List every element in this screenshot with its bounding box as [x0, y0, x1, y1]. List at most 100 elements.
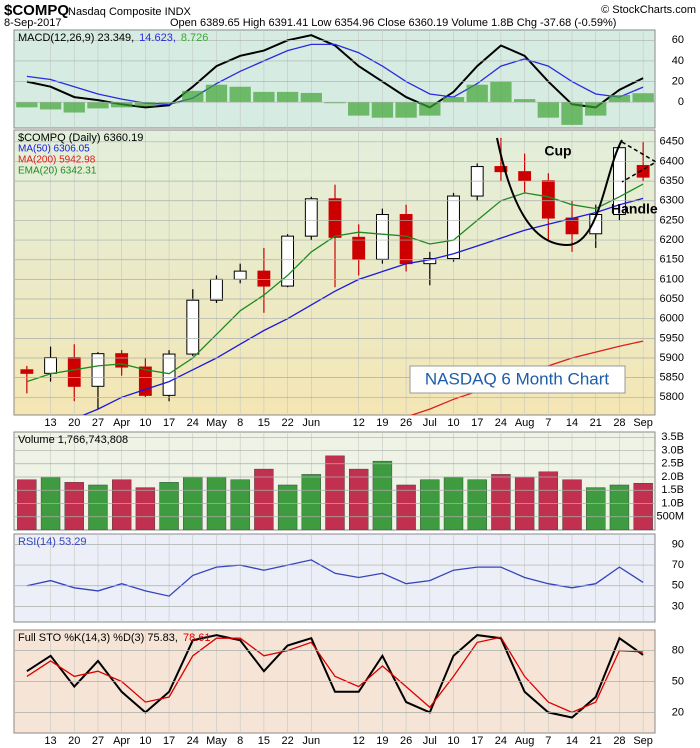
histogram-bar	[513, 99, 536, 103]
legend-entry: MA(200) 5942.98	[18, 155, 96, 166]
x-tick-label: 14	[566, 417, 578, 429]
histogram-bar	[537, 102, 559, 118]
x-tick-label: 14	[566, 735, 578, 747]
handle-lines	[621, 141, 658, 183]
x-tick-label: 24	[495, 417, 507, 429]
candle-body	[352, 236, 366, 260]
panel-marks	[16, 34, 654, 125]
x-tick-label: Jun	[302, 417, 320, 429]
y-tick-label: 6000	[660, 313, 684, 325]
x-tick-label: 10	[447, 735, 459, 747]
x-tick-label: 15	[258, 417, 270, 429]
series-line	[26, 636, 644, 714]
y-tick-label: 6450	[660, 136, 684, 148]
x-tick-label: 26	[400, 735, 412, 747]
histogram-bar	[16, 102, 38, 108]
x-tick-label: Jun	[302, 735, 320, 747]
candle-body	[518, 171, 532, 182]
y-tick-label: 20	[672, 75, 684, 87]
x-tick-label: Aug	[515, 417, 535, 429]
histogram-bar	[371, 102, 394, 118]
legend-entry: EMA(20) 6342.31	[18, 166, 97, 177]
volume-bar	[420, 479, 440, 530]
rsi-panel	[13, 533, 656, 623]
annotation: NASDAQ 6 Month Chart	[425, 369, 610, 388]
x-tick-label: Apr	[113, 735, 130, 747]
histogram-bar	[561, 102, 583, 125]
plot-layer: 13 13 20 20 27 27 Apr Apr 10 10 17 17 24 24 May May 8 8 15…	[15, 30, 684, 747]
panel-marks	[26, 634, 644, 719]
annotation: Handle	[611, 201, 658, 217]
x-tick-label: 27	[92, 417, 104, 429]
candle-body	[20, 369, 34, 374]
x-tick-label: May	[206, 735, 227, 747]
y-tick-label: 30	[672, 600, 684, 612]
legend-entry: 78.61	[183, 632, 211, 644]
x-tick-label: 24	[495, 735, 507, 747]
volume-bar	[609, 484, 630, 530]
x-tick-label: 13	[44, 735, 56, 747]
y-tick-label: 5900	[660, 352, 684, 364]
histogram-bar	[585, 102, 607, 116]
volume-bar	[254, 468, 274, 530]
x-tick-label: 17	[471, 417, 483, 429]
x-tick-label: 21	[590, 735, 602, 747]
x-tick-label: 26	[400, 417, 412, 429]
y-tick-label: 5800	[660, 391, 684, 403]
histogram-bar	[348, 102, 370, 116]
candle-body	[115, 353, 129, 368]
histogram-bar	[324, 102, 346, 104]
volume-bar	[491, 474, 511, 530]
y-tick-label: 1.0B	[661, 497, 684, 509]
histogram-bar	[419, 102, 441, 116]
volume-bar	[135, 487, 156, 530]
candle-body	[162, 353, 176, 396]
series-line	[82, 197, 644, 415]
histogram-bar	[134, 102, 157, 107]
histogram-bar	[608, 94, 631, 103]
candle-body	[257, 270, 271, 287]
y-tick-label: 50	[672, 675, 684, 687]
x-tick-label: 22	[281, 417, 293, 429]
candle-body	[91, 353, 105, 387]
x-tick-label: 7	[545, 417, 551, 429]
volume-bar	[111, 479, 132, 530]
credit: © StockCharts.com	[601, 4, 696, 16]
candle-body	[138, 366, 152, 396]
histogram-bar	[466, 84, 488, 103]
series-line	[26, 183, 644, 383]
volume-bar	[562, 479, 582, 530]
legend-entry: $COMPQ (Daily) 6360.19	[18, 132, 143, 144]
x-tick-label: 19	[376, 417, 388, 429]
histogram-bar	[63, 102, 85, 113]
y-tick-label: 5850	[660, 372, 684, 384]
y-tick-label: 6250	[660, 214, 684, 226]
x-tick-label: 10	[139, 735, 151, 747]
legend-entry: 8.726	[181, 32, 209, 44]
annotation-box	[409, 365, 626, 394]
volume-bar	[349, 468, 369, 530]
y-tick-label: 80	[672, 645, 684, 657]
candle-body	[328, 198, 342, 238]
volume-bar	[64, 482, 84, 530]
y-tick-label: 0	[678, 96, 684, 108]
y-tick-label: 500M	[656, 511, 684, 523]
x-tick-label: 19	[376, 735, 388, 747]
y-tick-label: 5950	[660, 332, 684, 344]
histogram-bar	[632, 93, 654, 103]
histogram-bar	[229, 86, 251, 103]
legend-entry: 14.623,	[139, 32, 176, 44]
cup-curve	[496, 137, 623, 247]
x-tick-label: Apr	[113, 417, 130, 429]
histogram-bar	[111, 102, 133, 108]
x-tick-label: 13	[44, 417, 56, 429]
volume-bar	[17, 479, 37, 530]
annotation: Cup	[544, 143, 571, 159]
x-tick-label: 8	[237, 735, 243, 747]
legend-entry: Volume 1,766,743,808	[18, 434, 128, 446]
candle-body	[281, 235, 295, 287]
y-tick-label: 60	[672, 34, 684, 46]
candle-body	[186, 299, 200, 355]
